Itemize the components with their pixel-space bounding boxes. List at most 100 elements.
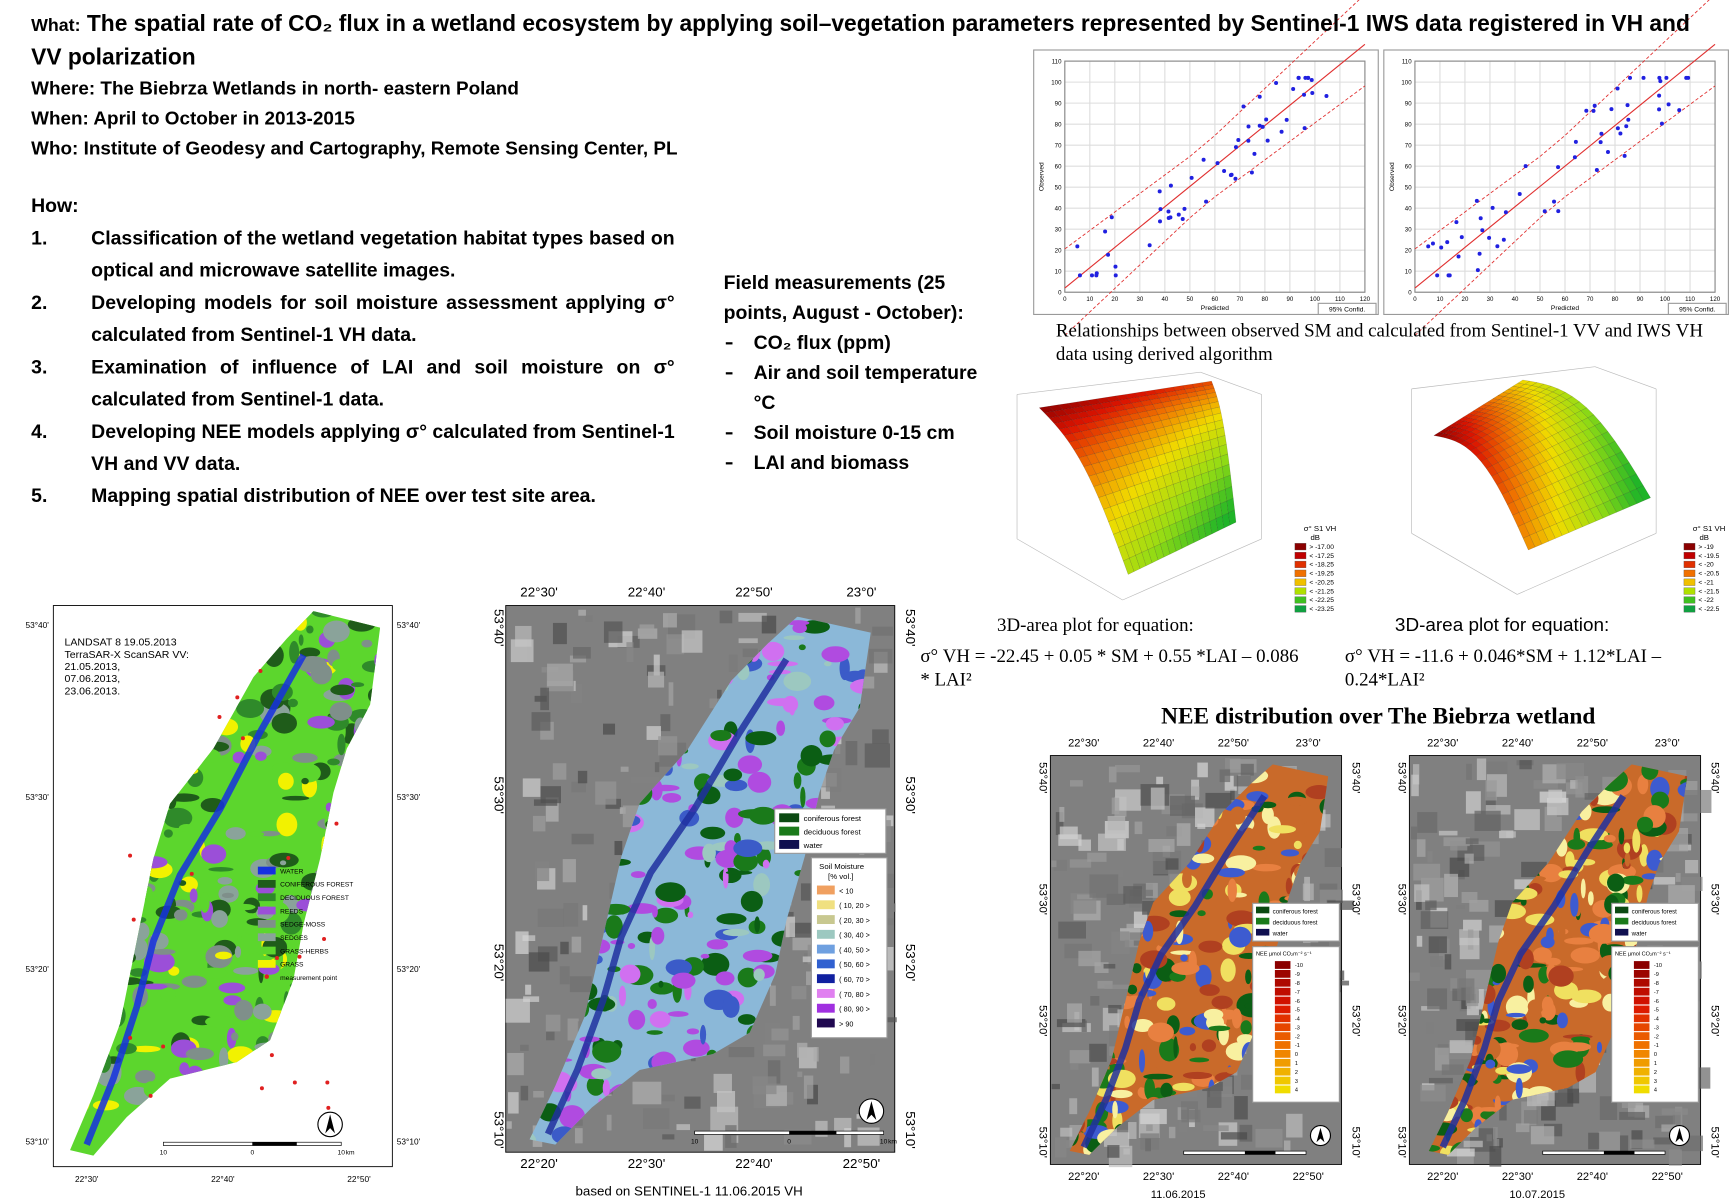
measurement-point	[128, 853, 133, 858]
axis-box	[1411, 366, 1596, 390]
scatter-point	[1664, 75, 1669, 80]
map-texture	[569, 655, 587, 663]
map-texture	[1078, 839, 1092, 851]
when: When: April to October in 2013-2015	[31, 107, 355, 129]
map-patch	[1198, 940, 1223, 953]
legend-title: σ° S1 VH	[1304, 524, 1337, 533]
map-texture	[1485, 780, 1497, 801]
how: How: 1. Classification of the wetland veg…	[31, 190, 675, 512]
axis-box	[1594, 366, 1657, 390]
map-texture	[520, 1085, 529, 1101]
map-texture	[560, 941, 569, 955]
y-tick-label: 40	[1405, 205, 1412, 212]
map-patch	[1532, 947, 1552, 963]
y-tick-label: 110	[1402, 58, 1412, 65]
map-texture	[1441, 1064, 1464, 1075]
legend-swatch	[816, 959, 835, 969]
map-patch	[733, 851, 758, 872]
legend-swatch	[1633, 1041, 1650, 1049]
map-patch	[1201, 1039, 1217, 1052]
step-text: Developing models for soil moisture asse…	[91, 291, 675, 346]
scatter-point	[1478, 216, 1483, 221]
coordinate-label: 53°20'	[1350, 1005, 1362, 1036]
scatter-point	[1591, 108, 1596, 113]
legend-label: DECIDUOUS FOREST	[280, 895, 349, 902]
legend-swatch	[1294, 552, 1307, 560]
x-tick-label: 60	[1562, 296, 1569, 303]
steps: 1. Classification of the wetland vegetati…	[31, 222, 675, 512]
map-patch	[825, 717, 844, 731]
map-patch	[225, 827, 246, 840]
map-texture	[1069, 780, 1083, 787]
map-patch	[655, 882, 686, 902]
legend-swatch	[779, 813, 800, 823]
map-texture	[1444, 954, 1452, 970]
coordinate-label: 53°30'	[903, 776, 918, 814]
x-axis-label: Predicted	[1201, 305, 1229, 312]
map-texture	[1496, 1138, 1503, 1148]
legend-label: -1	[1295, 1043, 1300, 1049]
map-patch	[1252, 845, 1266, 851]
map-patch	[1131, 1018, 1154, 1032]
map-texture	[1067, 1003, 1082, 1023]
map-patch	[700, 953, 710, 959]
map-patch	[740, 890, 763, 912]
map-texture	[1465, 791, 1481, 814]
map-texture	[771, 1028, 789, 1041]
scatter-plot: 0 10 20 30 40 50 60 70 80 90 100 110 120 0 10 20 30 40 50 6…	[1383, 0, 1729, 336]
scale-bar	[1603, 1151, 1635, 1155]
legend-label: ( 40, 50 >	[839, 945, 870, 954]
y-tick-label: 60	[1405, 163, 1412, 170]
legend-label: CONIFEROUS FOREST	[280, 882, 353, 889]
y-tick-label: 90	[1055, 100, 1062, 107]
legend-label: < -20	[1698, 562, 1714, 569]
map-texture	[742, 648, 758, 658]
map-texture	[1166, 826, 1183, 837]
who: Who: Institute of Geodesy and Cartograph…	[31, 137, 678, 159]
map-texture	[1191, 786, 1200, 798]
surface-caption: 3D-area plot for equation:	[997, 614, 1194, 636]
legend-label: < -19.25	[1309, 571, 1334, 578]
axis-box	[1016, 538, 1123, 601]
map-texture	[515, 931, 529, 954]
map-texture	[1653, 877, 1676, 885]
map-texture	[1089, 1043, 1107, 1062]
coordinate-label: 53°40'	[492, 609, 507, 647]
scatter-point	[1625, 103, 1630, 108]
y-tick-label: 90	[1405, 100, 1412, 107]
map-patch	[330, 684, 355, 696]
map-patch	[361, 639, 373, 648]
map-patch	[798, 644, 806, 651]
map-patch	[722, 866, 729, 889]
map-patch	[200, 892, 210, 913]
y-axis-label: Observed	[1389, 162, 1396, 191]
map-patch	[1180, 954, 1188, 962]
map-patch	[130, 1045, 161, 1053]
map-texture	[1430, 956, 1444, 967]
x-tick-label: 20	[1462, 296, 1469, 303]
map-patch	[255, 751, 267, 761]
map-texture	[1103, 963, 1116, 969]
map-texture	[1109, 869, 1123, 877]
scatter-point	[1168, 183, 1173, 188]
scatter-point	[1456, 254, 1461, 259]
scatter-point	[1475, 268, 1480, 273]
x-tick-label: 50	[1537, 296, 1544, 303]
map-patch	[1289, 819, 1307, 825]
scatter-point	[1592, 103, 1597, 108]
coordinate-label: 53°10'	[397, 1136, 421, 1146]
scatter-point	[1176, 212, 1181, 217]
map-texture	[574, 1128, 583, 1144]
map-patch	[1147, 1022, 1174, 1043]
map-texture	[1533, 780, 1558, 789]
fit-line	[1414, 43, 1716, 289]
map-patch	[1197, 910, 1206, 917]
map-patch	[208, 867, 234, 872]
coordinate-label: 53°30'	[1709, 884, 1721, 915]
x-tick-label: 10	[1086, 296, 1093, 303]
map-texture	[1489, 1146, 1502, 1167]
map-texture	[855, 607, 861, 624]
map-texture	[719, 610, 733, 624]
map-texture	[540, 687, 550, 711]
map-texture	[1069, 1098, 1078, 1115]
